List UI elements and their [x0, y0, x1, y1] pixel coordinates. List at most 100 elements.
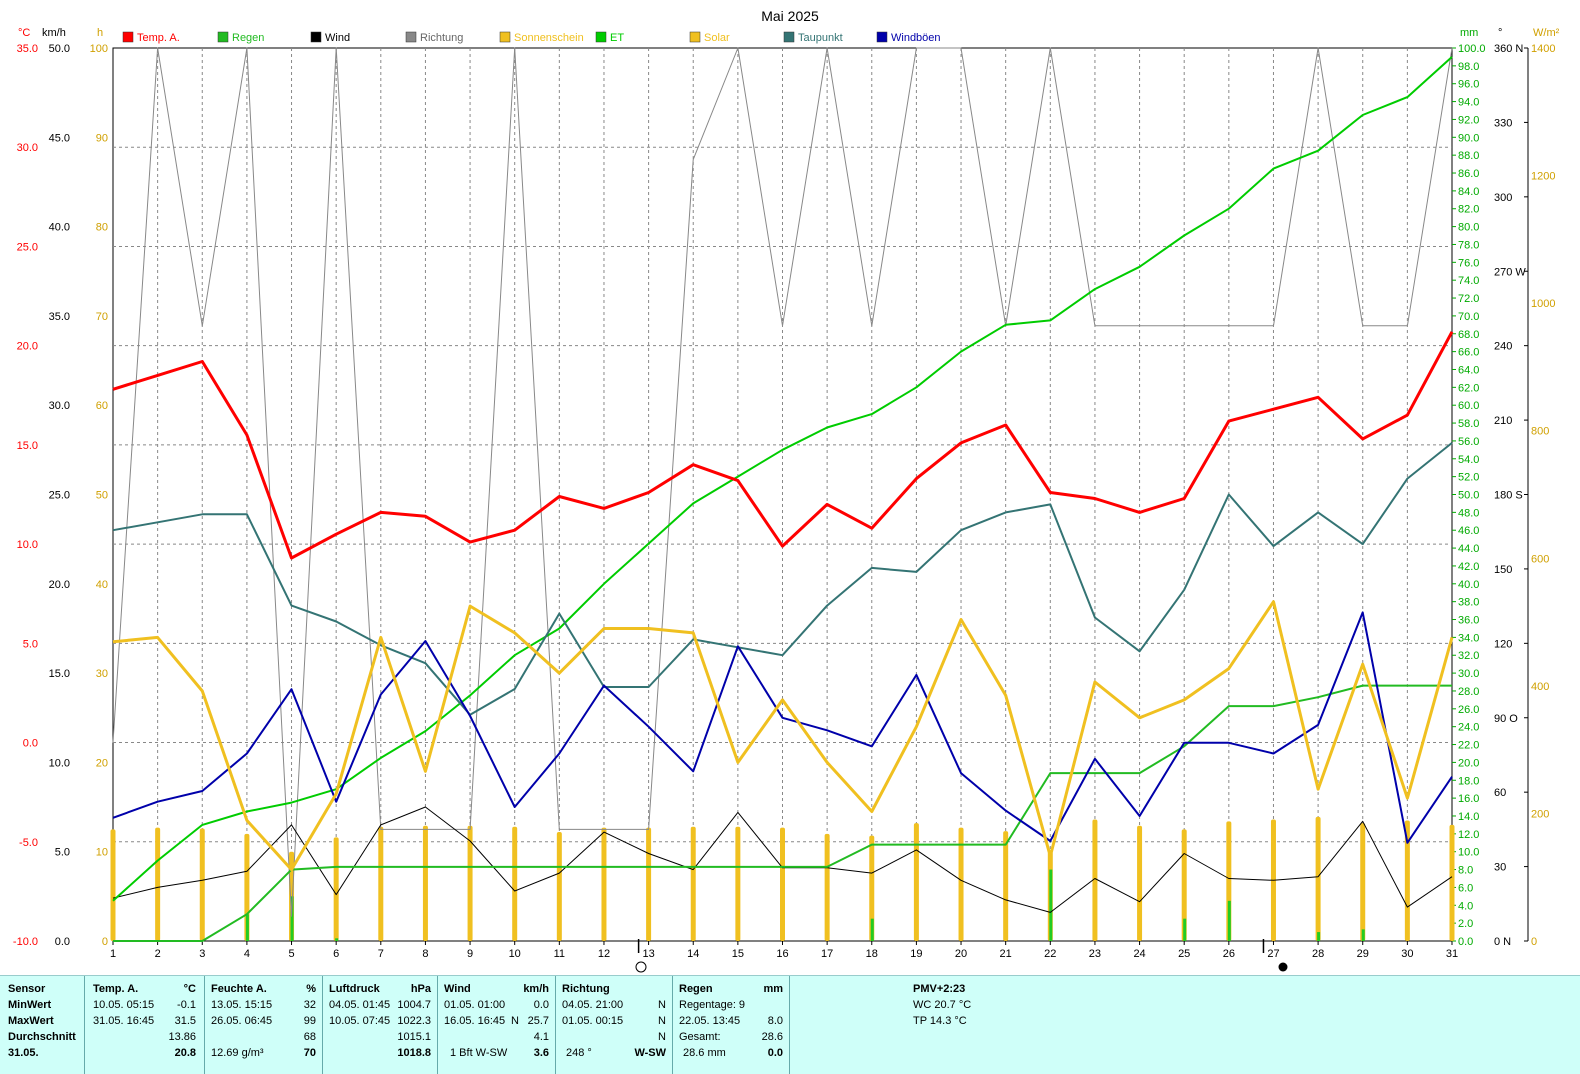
solar-bar: [1404, 820, 1410, 941]
tick-direction: 0 N: [1494, 936, 1511, 948]
tick-direction: 90 O: [1494, 713, 1518, 725]
pmv-value: PMV+2:23: [913, 983, 966, 995]
solar-bar: [869, 835, 875, 941]
feuchte-title: Feuchte A.: [211, 983, 267, 995]
legend-label-solar: Solar: [704, 32, 730, 44]
tick-rain: 58.0: [1458, 418, 1479, 430]
tick-temp: 35.0: [17, 43, 38, 55]
tick-rain: 0.0: [1458, 936, 1473, 948]
legend-swatch-solar: [689, 31, 701, 43]
wind-today: 3.6: [533, 1047, 549, 1059]
luftdruck-today: 1018.8: [397, 1047, 431, 1059]
tick-solar: 0: [1531, 936, 1537, 948]
solar-bar: [958, 827, 964, 941]
tick-x: 3: [199, 948, 205, 960]
tick-rain: 98.0: [1458, 61, 1479, 73]
tick-rain: 42.0: [1458, 561, 1479, 573]
tick-sun: 60: [96, 400, 108, 412]
tick-direction: 240: [1494, 341, 1512, 353]
stats-sensor: Sensor MinWert MaxWert Durchschnitt 31.0…: [0, 976, 85, 1074]
solar-bar: [735, 826, 741, 941]
regen-today: 0.0: [767, 1047, 783, 1059]
tick-solar: 200: [1531, 808, 1549, 820]
legend-swatch-windboeen: [876, 31, 888, 43]
tick-temp: 10.0: [17, 539, 38, 551]
taupunkt-value: TP 14.3 °C: [913, 1015, 967, 1027]
wind-unit: km/h: [523, 983, 549, 995]
stats-richtung: Richtung 04.05. 21:00 N 01.05. 00:15 N N…: [556, 976, 673, 1074]
tick-rain: 88.0: [1458, 150, 1479, 162]
tick-rain: 6.0: [1458, 882, 1473, 894]
tick-wind: 35.0: [49, 311, 70, 323]
tick-x: 5: [288, 948, 294, 960]
tick-rain: 2.0: [1458, 918, 1473, 930]
tick-x: 15: [732, 948, 744, 960]
tick-rain: 16.0: [1458, 793, 1479, 805]
tick-direction: 60: [1494, 787, 1506, 799]
luftdruck-max-time: 10.05. 07:45: [329, 1015, 391, 1027]
tick-rain: 74.0: [1458, 275, 1479, 287]
rain-bar: [1183, 918, 1187, 941]
regen-max: 8.0: [767, 1015, 783, 1027]
tick-x: 21: [1000, 948, 1012, 960]
unit-degree: °: [1498, 27, 1502, 39]
axes: -10.0-5.00.05.010.015.020.025.030.035.00…: [13, 43, 1556, 960]
unit-mm: mm: [1460, 27, 1478, 39]
richtung-deg: 248 °: [566, 1047, 592, 1059]
tick-rain: 70.0: [1458, 311, 1479, 323]
solar-bar: [467, 825, 473, 941]
tick-rain: 84.0: [1458, 186, 1479, 198]
series-line-sonnenschein: [112, 600, 1454, 872]
regen-tage: Regentage: 9: [679, 999, 746, 1011]
solar-bar: [556, 832, 562, 941]
tick-x: 13: [642, 948, 654, 960]
legend-label-regen: Regen: [232, 32, 264, 44]
feuchte-max: 99: [303, 1015, 316, 1027]
regen-gesamt-label: Gesamt:: [679, 1031, 721, 1043]
temp-today: 20.8: [174, 1047, 196, 1059]
solar-bar: [155, 827, 161, 941]
tick-rain: 92.0: [1458, 114, 1479, 126]
tick-rain: 68.0: [1458, 329, 1479, 341]
tick-temp: -10.0: [13, 936, 38, 948]
chart-title: Mai 2025: [761, 8, 819, 24]
tick-rain: 12.0: [1458, 829, 1479, 841]
rain-bar: [290, 896, 294, 941]
tick-sun: 20: [96, 757, 108, 769]
legend-swatch-sonnenschein: [499, 31, 511, 43]
tick-x: 25: [1178, 948, 1190, 960]
regen-gesamt: 28.6: [761, 1031, 783, 1043]
wind-max: 25.7: [527, 1015, 549, 1027]
tick-rain: 48.0: [1458, 507, 1479, 519]
tick-direction: 330: [1494, 117, 1512, 129]
tick-direction: 120: [1494, 638, 1512, 650]
feuchte-min: 32: [303, 999, 316, 1011]
tick-x: 12: [598, 948, 610, 960]
tick-x: 2: [155, 948, 161, 960]
tick-temp: 5.0: [23, 638, 38, 650]
tick-x: 20: [955, 948, 967, 960]
regen-max-time: 22.05. 13:45: [679, 1015, 741, 1027]
tick-sun: 30: [96, 668, 108, 680]
tick-x: 24: [1133, 948, 1145, 960]
tick-rain: 90.0: [1458, 132, 1479, 144]
tick-rain: 40.0: [1458, 579, 1479, 591]
tick-rain: 32.0: [1458, 650, 1479, 662]
rain-bar: [1049, 869, 1053, 941]
legend-label-et: ET: [610, 32, 624, 44]
series-line-windböen: [112, 611, 1453, 844]
series-line-richtung: [112, 47, 1453, 917]
tick-rain: 52.0: [1458, 472, 1479, 484]
tick-wind: 50.0: [49, 43, 70, 55]
solar-bar: [913, 823, 919, 941]
series-line-taupunkt: [112, 442, 1453, 716]
tick-wind: 10.0: [49, 757, 70, 769]
temp-max-time: 31.05. 16:45: [93, 1015, 155, 1027]
legend-label-sonnenschein: Sonnenschein: [514, 32, 584, 44]
luftdruck-min-time: 04.05. 01:45: [329, 999, 391, 1011]
tick-wind: 30.0: [49, 400, 70, 412]
series-lines: [112, 47, 1454, 942]
row-label-max: MaxWert: [8, 1015, 54, 1027]
stats-extra: PMV+2:23 WC 20.7 °C TP 14.3 °C: [790, 976, 1579, 1074]
tick-x: 7: [378, 948, 384, 960]
